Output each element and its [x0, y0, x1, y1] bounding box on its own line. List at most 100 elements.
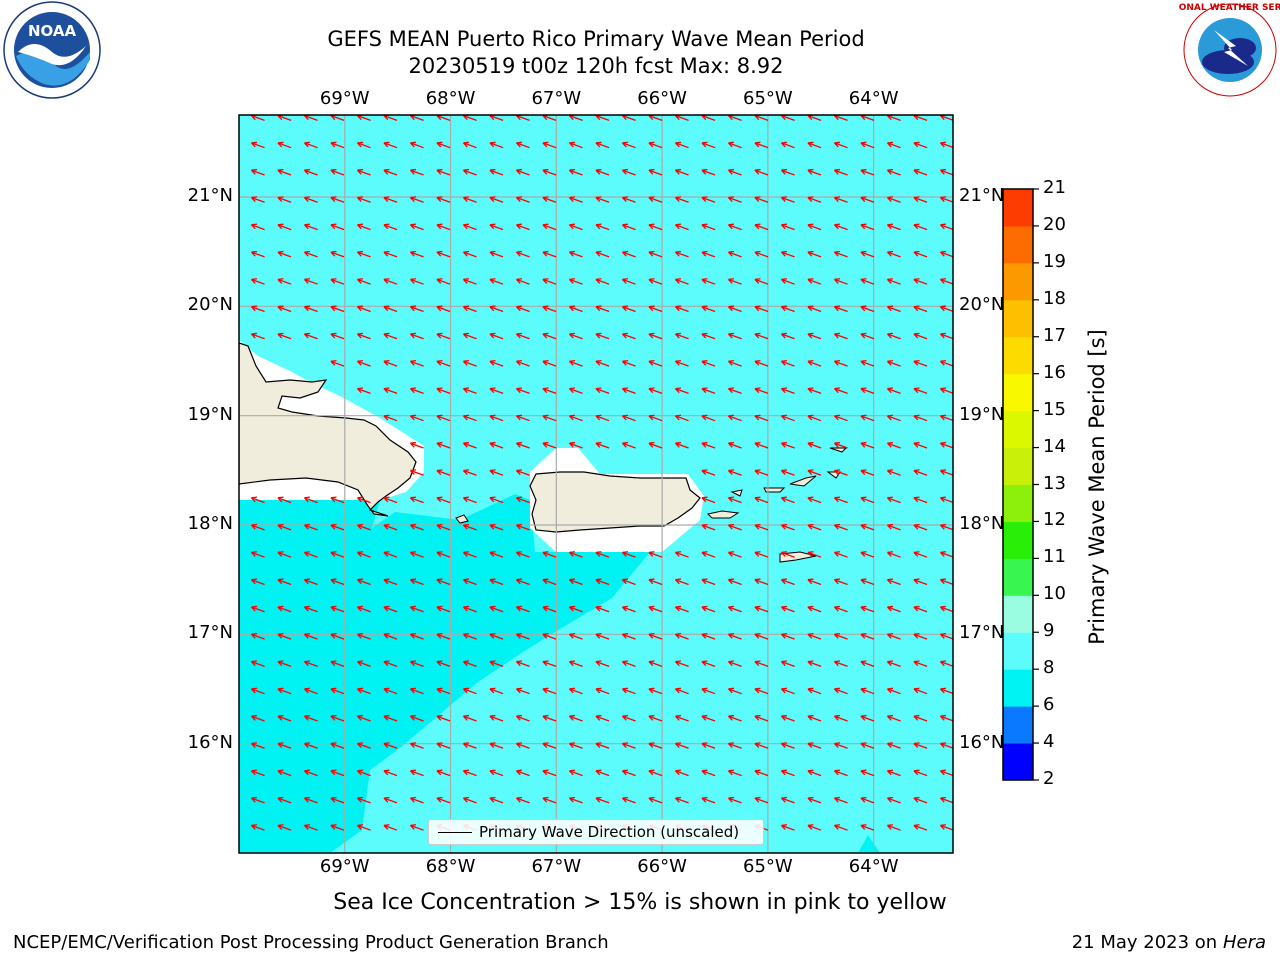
wave-arrow [701, 469, 716, 476]
wave-arrow [330, 824, 345, 831]
wave-arrow [727, 496, 742, 504]
wave-arrow [727, 633, 742, 640]
noaa-logo-text: NOAA [28, 22, 77, 40]
wave-arrow [886, 633, 901, 640]
wave-arrow [807, 796, 822, 804]
wave-arrow [303, 605, 318, 613]
wave-arrow [595, 360, 610, 367]
wave-arrow [303, 769, 318, 777]
wave-arrow [754, 441, 769, 449]
wave-arrow [754, 332, 769, 340]
wave-arrow [436, 633, 451, 640]
wave-arrow [436, 578, 451, 586]
wave-arrow [383, 769, 398, 777]
colorbar-tick-label: 12 [1043, 509, 1066, 531]
wave-arrow [886, 441, 901, 449]
wave-arrow [409, 578, 424, 586]
wave-arrow [833, 687, 848, 695]
wave-arrow [807, 769, 822, 777]
wave-arrow [913, 605, 928, 613]
colorbar-segment [1003, 632, 1033, 670]
footer-host: Hera [1222, 932, 1266, 953]
wave-arrow [886, 278, 901, 285]
colorbar-tick-label: 2 [1043, 768, 1055, 789]
wave-arrow [409, 223, 424, 231]
wave-arrow [674, 578, 689, 586]
lat-label-left: 17°N [187, 622, 233, 644]
lon-label-top: 66°W [637, 88, 687, 109]
wave-arrow [595, 687, 610, 695]
wave-arrow [462, 141, 477, 149]
wave-arrow [939, 168, 953, 176]
wave-arrow [648, 168, 663, 176]
lon-label-bottom: 66°W [637, 856, 687, 877]
wave-arrow [568, 796, 583, 804]
wave-arrow [462, 332, 477, 340]
colorbar-segment [1003, 336, 1033, 375]
wave-arrow [436, 523, 451, 531]
wave-arrow [383, 687, 398, 695]
wave-arrow [833, 796, 848, 804]
wave-arrow [303, 332, 318, 340]
wave-arrow [515, 141, 530, 149]
wave-arrow [436, 278, 451, 285]
wave-arrow [277, 168, 292, 176]
wave-arrow [303, 196, 318, 203]
wave-arrow [674, 742, 689, 749]
wave-arrow [621, 414, 636, 422]
wave-arrow [409, 469, 424, 476]
wave-arrow [701, 223, 716, 231]
wave-arrow [462, 278, 477, 285]
wave-arrow [674, 714, 689, 722]
lat-label-right: 16°N [959, 731, 1005, 753]
wave-arrow [409, 523, 424, 531]
wave-arrow [807, 414, 822, 422]
wave-arrow [913, 714, 928, 722]
wave-arrow [727, 469, 742, 476]
wave-arrow [383, 196, 398, 203]
wave-arrow [250, 523, 265, 531]
wave-arrow [436, 168, 451, 176]
wave-arrow [542, 141, 557, 149]
wave-arrow [542, 278, 557, 285]
wave-arrow [489, 387, 504, 395]
wave-arrow [568, 769, 583, 777]
wave-arrow [913, 278, 928, 285]
wave-arrow [648, 551, 663, 558]
wave-arrow [886, 141, 901, 149]
wave-direction-arrows [250, 115, 953, 831]
wave-arrow [886, 168, 901, 176]
colorbar-tick-label: 4 [1043, 731, 1055, 753]
wave-arrow [356, 824, 371, 831]
wave-arrow [939, 687, 953, 695]
wave-arrow [621, 278, 636, 285]
wave-arrow [303, 223, 318, 231]
wave-arrow [807, 360, 822, 367]
wave-arrow [595, 332, 610, 340]
wave-arrow [913, 332, 928, 340]
wave-arrow [727, 523, 742, 531]
wave-arrow [860, 441, 875, 449]
wave-arrow [436, 250, 451, 258]
wave-arrow [701, 332, 716, 340]
wave-arrow [595, 278, 610, 285]
wave-arrow [250, 660, 265, 668]
wave-arrow [436, 414, 451, 422]
wave-arrow [330, 223, 345, 231]
wave-arrow [621, 551, 636, 558]
wave-arrow [886, 578, 901, 586]
wave-arrow [780, 824, 795, 831]
wave-arrow [383, 168, 398, 176]
wave-arrow [303, 633, 318, 640]
wave-arrow [542, 742, 557, 749]
wave-arrow [568, 441, 583, 449]
wave-arrow [648, 223, 663, 231]
wave-arrow [860, 769, 875, 777]
wave-arrow [489, 796, 504, 804]
wave-arrow [648, 305, 663, 313]
wave-arrow [833, 633, 848, 640]
wave-arrow [674, 332, 689, 340]
wave-arrow [833, 168, 848, 176]
wave-arrow [303, 742, 318, 749]
wave-arrow [807, 660, 822, 668]
